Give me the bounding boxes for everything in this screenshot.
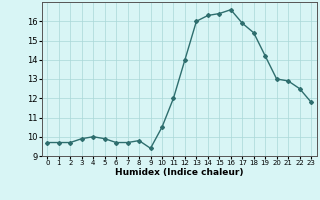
- X-axis label: Humidex (Indice chaleur): Humidex (Indice chaleur): [115, 168, 244, 177]
